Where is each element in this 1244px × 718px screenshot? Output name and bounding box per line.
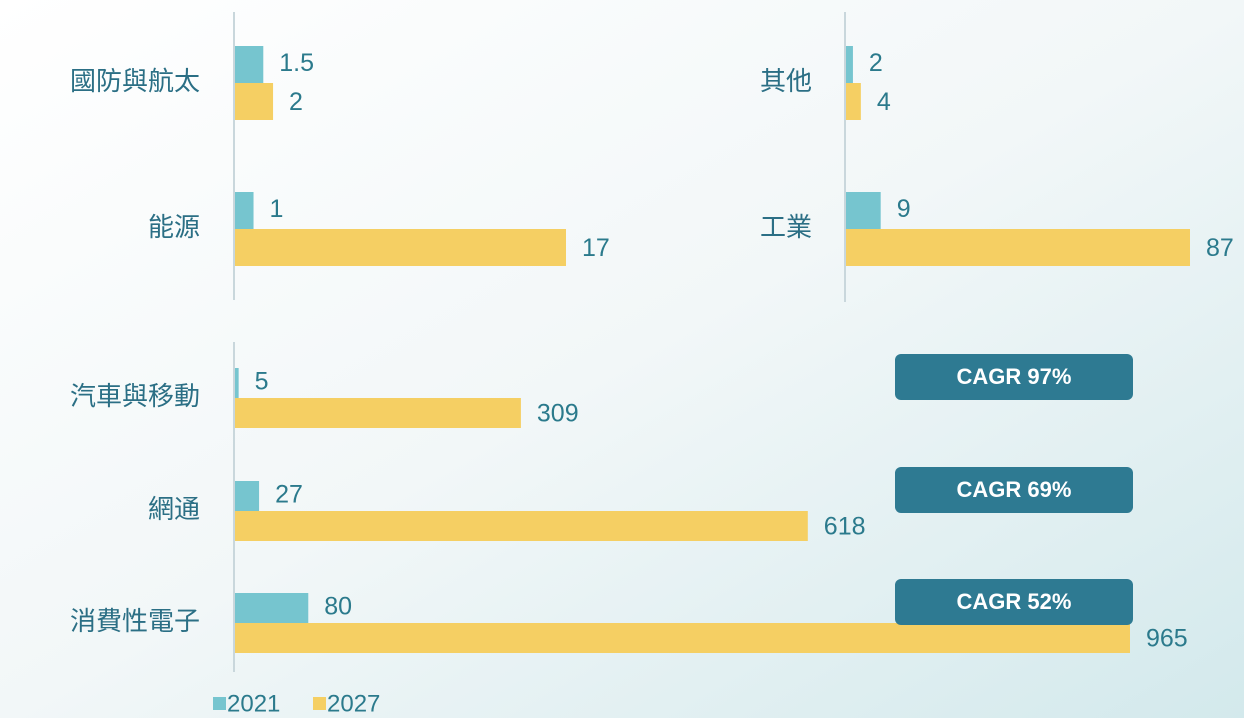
bar (234, 229, 566, 266)
value-label: 1 (270, 195, 284, 223)
bar (234, 511, 808, 541)
bar (845, 46, 853, 83)
category-label: 汽車與移動 (70, 381, 200, 411)
value-label: 2 (289, 88, 303, 116)
annotation: CAGR 52% (957, 589, 1072, 614)
value-label: 2 (869, 49, 883, 77)
annotation-box (895, 579, 1133, 625)
bar (845, 192, 881, 229)
annotation: CAGR 97% (957, 364, 1072, 389)
value-label: 87 (1206, 234, 1234, 262)
value-label: 5 (255, 368, 269, 396)
value-label: 27 (275, 481, 303, 509)
category-label: 工業 (760, 212, 812, 242)
category-label: 國防與航太 (70, 66, 200, 96)
category-label: 消費性電子 (70, 606, 200, 636)
value-label: 80 (324, 593, 352, 621)
bar (234, 398, 521, 428)
value-label: 965 (1146, 625, 1188, 653)
bar (234, 368, 239, 398)
legend-label: 2021 (227, 690, 280, 717)
bar (234, 192, 254, 229)
value-label: 309 (537, 400, 579, 428)
annotation-box (895, 354, 1133, 400)
annotation-box (895, 467, 1133, 513)
bar (234, 83, 274, 120)
bar (845, 229, 1190, 266)
value-label: 618 (824, 513, 866, 541)
legend-swatch (213, 697, 226, 710)
value-label: 9 (897, 195, 911, 223)
legend-swatch (313, 697, 326, 710)
annotation: CAGR 69% (957, 477, 1072, 502)
legend-label: 2027 (327, 690, 380, 717)
bar (234, 46, 264, 83)
category-label: 其他 (760, 66, 812, 96)
bar (234, 623, 1130, 653)
category-label: 能源 (148, 212, 200, 242)
bar (845, 83, 861, 120)
value-label: 4 (877, 88, 891, 116)
value-label: 17 (582, 234, 610, 262)
category-label: 網通 (148, 494, 200, 524)
bar (234, 481, 260, 511)
bar (234, 593, 309, 623)
value-label: 1.5 (279, 49, 314, 77)
